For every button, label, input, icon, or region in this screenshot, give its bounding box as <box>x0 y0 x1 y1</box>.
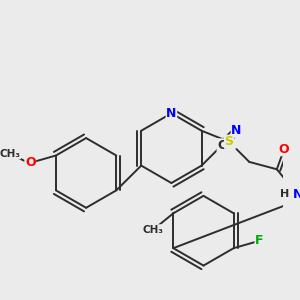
Text: S: S <box>225 135 234 148</box>
Text: O: O <box>279 142 289 156</box>
Text: F: F <box>255 234 264 247</box>
Text: O: O <box>25 156 35 169</box>
Text: N: N <box>293 188 300 200</box>
Text: N: N <box>166 107 177 120</box>
Text: C: C <box>217 139 226 152</box>
Text: N: N <box>231 124 242 137</box>
Text: CH₃: CH₃ <box>0 149 21 159</box>
Text: H: H <box>280 189 289 199</box>
Text: CH₃: CH₃ <box>142 225 164 235</box>
